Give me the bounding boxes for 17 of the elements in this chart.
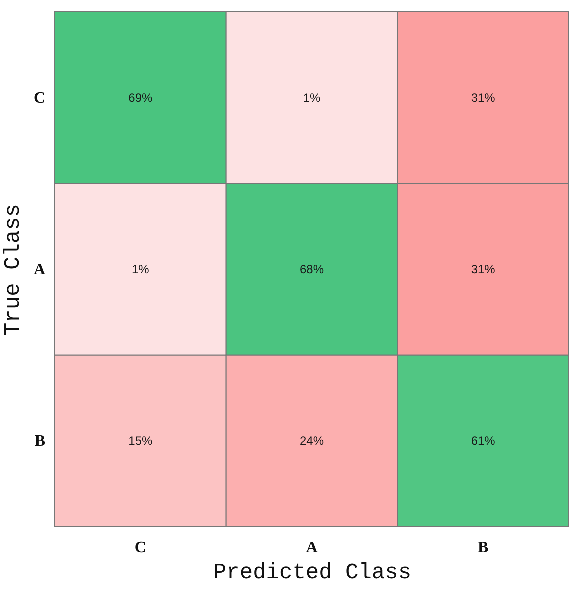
y-axis-title: True Class <box>0 204 26 336</box>
x-axis-title: Predicted Class <box>213 560 412 586</box>
data-label: 15% <box>128 434 153 448</box>
x-tick-label: B <box>478 540 489 556</box>
data-label: 1% <box>132 262 150 276</box>
y-tick-label: C <box>34 90 46 107</box>
x-tick-label: C <box>134 540 146 556</box>
y-tick-label: B <box>34 433 46 450</box>
data-label: 31% <box>471 90 496 105</box>
data-label: 68% <box>300 262 324 276</box>
data-label: 61% <box>471 434 496 448</box>
data-label: 1% <box>303 90 321 105</box>
data-label: 24% <box>300 434 324 448</box>
x-tick-label: A <box>306 540 318 556</box>
data-label: 69% <box>128 90 153 105</box>
y-tick-label: A <box>34 262 46 278</box>
data-label: 31% <box>471 262 496 276</box>
